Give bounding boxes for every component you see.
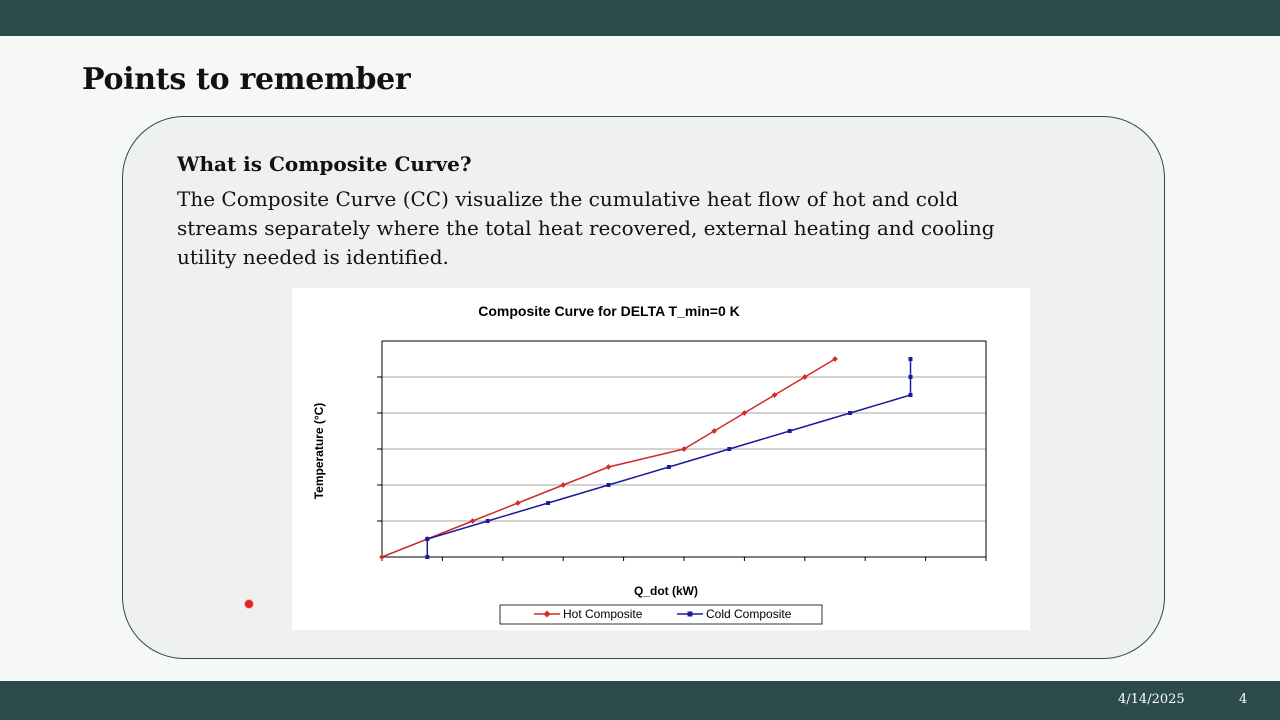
card-body-text: The Composite Curve (CC) visualize the c… [177, 187, 995, 269]
hot-composite-point [711, 428, 718, 434]
legend-hot-label: Hot Composite [563, 607, 643, 621]
cold-composite-point [666, 465, 671, 469]
legend-hot-marker [543, 610, 551, 618]
cold-composite-point [787, 429, 792, 433]
cold-composite-line [426, 359, 912, 557]
cold-composite-point [606, 483, 611, 487]
hot-composite-point [681, 446, 687, 452]
hot-composite-point [741, 410, 748, 416]
bottom-banner [0, 681, 1280, 720]
card-heading: What is Composite Curve? [177, 152, 472, 176]
cold-composite-point [908, 357, 913, 361]
footer-page-number: 4 [1239, 692, 1248, 707]
x-axis-ticks [381, 557, 987, 561]
cold-composite-point [546, 501, 551, 505]
hot-composite-point [832, 356, 838, 362]
legend-cold-marker [687, 611, 693, 617]
cold-composite-point [848, 411, 853, 415]
cold-composite-point [727, 447, 732, 451]
hot-composite-point [469, 518, 476, 524]
hot-composite-point [801, 374, 808, 380]
cold-composite-point [908, 375, 913, 379]
footer-date: 4/14/2025 [1118, 692, 1185, 707]
cold-composite-point [485, 519, 490, 523]
y-axis-label: Temperature (°C) [312, 403, 326, 500]
legend-cold-label: Cold Composite [706, 607, 792, 621]
chart-series [379, 356, 913, 560]
hot-composite-point [560, 482, 567, 488]
hot-composite-point [379, 554, 385, 560]
x-axis-label: Q_dot (kW) [634, 584, 698, 598]
hot-composite-point [605, 464, 612, 470]
legend-box [499, 604, 823, 625]
cold-composite-point [908, 393, 913, 397]
cold-composite-point [425, 537, 430, 541]
laser-pointer-dot [244, 599, 254, 609]
slide-title: Points to remember [82, 62, 411, 97]
hot-composite-point [515, 500, 521, 506]
chart-panel: Composite Curve for DELTA T_min=0 K Temp… [292, 288, 1030, 630]
hot-composite-point [771, 392, 778, 398]
top-banner [0, 0, 1280, 36]
chart-legend: Hot Composite Cold Composite [499, 604, 823, 625]
chart-title: Composite Curve for DELTA T_min=0 K [478, 303, 740, 319]
cold-composite-point [425, 555, 430, 559]
hot-composite-line [381, 358, 836, 558]
composite-curve-chart: Composite Curve for DELTA T_min=0 K Temp… [312, 303, 987, 625]
